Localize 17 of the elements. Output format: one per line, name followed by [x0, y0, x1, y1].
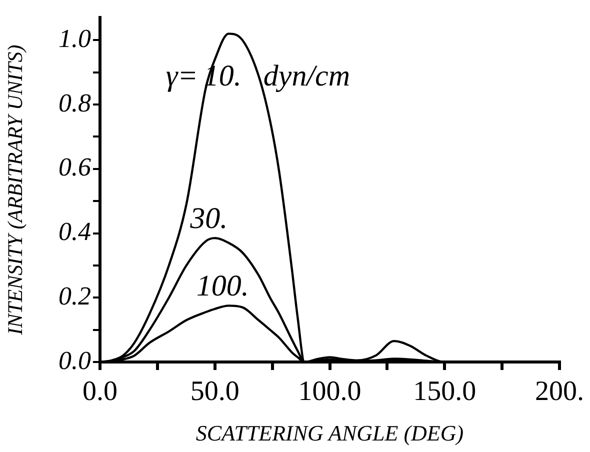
x-tick-label: 50.0 [190, 376, 240, 408]
y-tick-label: 0.2 [58, 281, 91, 310]
y-tick-label: 1.0 [58, 24, 91, 53]
annotation: dyn/cm [263, 60, 350, 93]
series-label: 100. [196, 270, 249, 303]
series-label: 30. [189, 202, 228, 236]
x-tick-label: 0.0 [82, 376, 118, 408]
y-axis-title: INTENSITY (ARBITRARY UNITS) [3, 44, 28, 336]
x-axis-title: SCATTERING ANGLE (DEG) [196, 420, 464, 446]
y-tick-label: 0.0 [58, 346, 91, 375]
y-tick-label: 0.8 [58, 88, 91, 118]
y-tick-label: 0.4 [58, 217, 91, 246]
y-tick-label: 0.6 [58, 152, 91, 182]
annotation: γ= [166, 60, 198, 93]
x-tick-label: 150.0 [413, 376, 476, 408]
x-tick-label: 200. [535, 376, 584, 408]
x-tick-label: 100.0 [298, 376, 362, 408]
